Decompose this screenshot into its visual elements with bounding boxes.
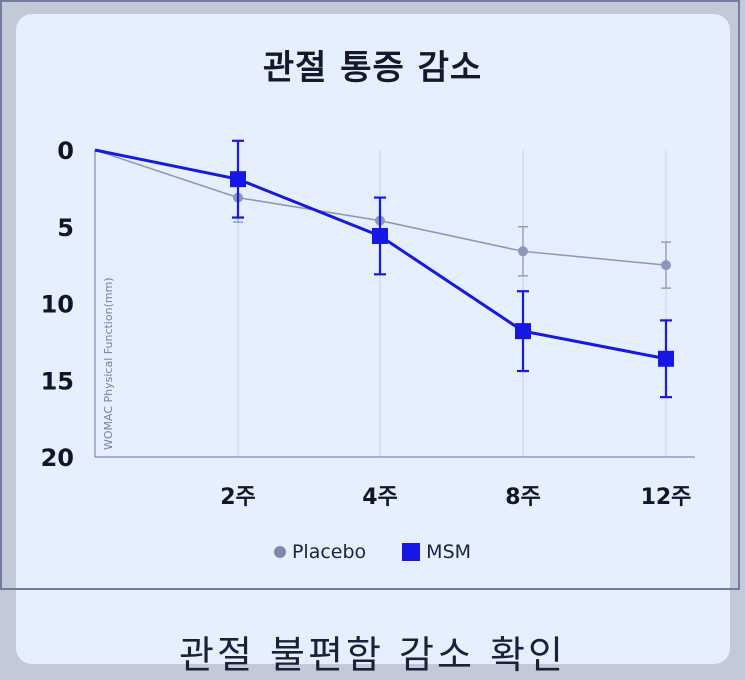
legend-marker-placebo bbox=[273, 546, 286, 558]
y-tick-labels: 0 5 10 15 20 bbox=[41, 137, 74, 472]
data-point-square bbox=[515, 323, 531, 340]
series-group bbox=[94, 139, 674, 399]
chart-axes bbox=[94, 150, 695, 458]
x-tick-label: 12주 bbox=[641, 485, 692, 510]
data-point-square bbox=[658, 350, 674, 367]
data-point-circle bbox=[661, 260, 671, 271]
x-tick-label: 4주 bbox=[362, 485, 398, 510]
y-tick-label: 5 bbox=[57, 214, 74, 242]
legend-label-msm: MSM bbox=[426, 541, 472, 563]
y-tick-label: 15 bbox=[41, 367, 74, 395]
legend-marker-msm bbox=[402, 543, 421, 561]
data-point-square bbox=[230, 171, 246, 188]
x-tick-label: 2주 bbox=[220, 485, 256, 510]
x-tick-labels: 2주 4주 8주 12주 bbox=[220, 485, 691, 510]
series-placebo bbox=[94, 149, 671, 289]
chart-legend: Placebo MSM bbox=[0, 541, 745, 563]
x-tick-label: 8주 bbox=[505, 485, 541, 510]
data-point-square bbox=[372, 227, 388, 244]
legend-label-placebo: Placebo bbox=[291, 541, 367, 563]
grid-lines bbox=[237, 150, 667, 457]
caption-text: 관절 불편함 감소 확인 bbox=[179, 633, 566, 677]
chart-card bbox=[16, 14, 730, 664]
chart-title: 관절 통증 감소 bbox=[262, 48, 483, 88]
data-point-circle bbox=[518, 246, 528, 257]
series-msm bbox=[94, 139, 674, 399]
chart-frame bbox=[0, 0, 740, 590]
y-tick-label: 10 bbox=[41, 291, 74, 319]
y-tick-label: 0 bbox=[57, 137, 74, 165]
y-axis-label: WOMAC Physical Function(mm) bbox=[102, 277, 115, 450]
y-tick-label: 20 bbox=[41, 444, 74, 472]
